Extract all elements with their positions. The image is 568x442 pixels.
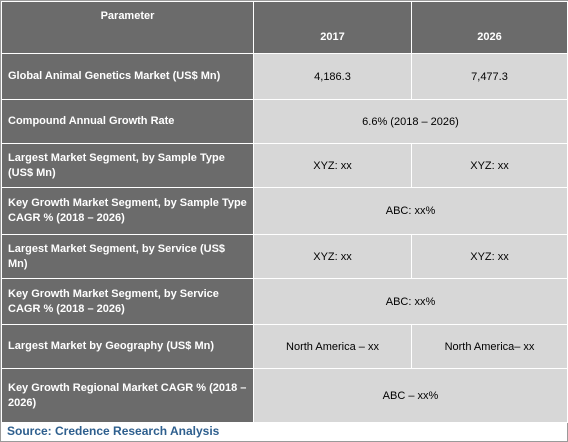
- table-row: Key Growth Regional Market CAGR % (2018 …: [1, 368, 568, 423]
- row-value-2017: XYZ: xx: [253, 234, 412, 279]
- header-parameter: Parameter: [1, 1, 254, 54]
- table-row: Largest Market by Geography (US$ Mn) Nor…: [1, 324, 568, 369]
- row-label: Largest Market Segment, by Service (US$ …: [1, 234, 254, 279]
- source-caption: Source: Credence Research Analysis: [1, 422, 567, 441]
- table-row: Global Animal Genetics Market (US$ Mn) 4…: [1, 53, 568, 100]
- table-row: Largest Market Segment, by Sample Type (…: [1, 143, 568, 188]
- market-parameters-table: Parameter 2017 2026 Global Animal Geneti…: [1, 1, 568, 423]
- row-value-merged: ABC: xx%: [253, 187, 568, 235]
- row-label: Largest Market Segment, by Sample Type (…: [1, 143, 254, 188]
- header-year-2026: 2026: [411, 1, 568, 54]
- row-value-2017: North America – xx: [253, 324, 412, 369]
- row-label: Compound Annual Growth Rate: [1, 99, 254, 144]
- row-value-2026: XYZ: xx: [411, 143, 568, 188]
- row-value-2026: North America– xx: [411, 324, 568, 369]
- row-value-merged: ABC – xx%: [253, 368, 568, 423]
- row-label: Key Growth Market Segment, by Service CA…: [1, 278, 254, 325]
- table-row: Key Growth Market Segment, by Service CA…: [1, 278, 568, 325]
- row-value-2026: XYZ: xx: [411, 234, 568, 279]
- table-row: Largest Market Segment, by Service (US$ …: [1, 234, 568, 279]
- table-row: Compound Annual Growth Rate 6.6% (2018 –…: [1, 99, 568, 144]
- row-value-merged: 6.6% (2018 – 2026): [253, 99, 568, 144]
- row-value-2017: 4,186.3: [253, 53, 412, 100]
- table-header-row: Parameter 2017 2026: [1, 1, 568, 54]
- row-value-2026: 7,477.3: [411, 53, 568, 100]
- row-label: Key Growth Regional Market CAGR % (2018 …: [1, 368, 254, 423]
- header-year-2017: 2017: [253, 1, 412, 54]
- row-label: Largest Market by Geography (US$ Mn): [1, 324, 254, 369]
- row-label: Global Animal Genetics Market (US$ Mn): [1, 53, 254, 100]
- table-row: Key Growth Market Segment, by Sample Typ…: [1, 187, 568, 235]
- row-value-2017: XYZ: xx: [253, 143, 412, 188]
- row-value-merged: ABC: xx%: [253, 278, 568, 325]
- row-label: Key Growth Market Segment, by Sample Typ…: [1, 187, 254, 235]
